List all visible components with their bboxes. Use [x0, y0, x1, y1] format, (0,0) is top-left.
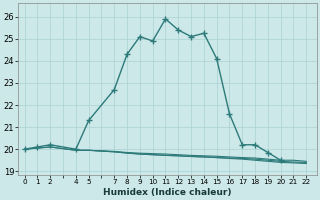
- X-axis label: Humidex (Indice chaleur): Humidex (Indice chaleur): [103, 188, 232, 197]
